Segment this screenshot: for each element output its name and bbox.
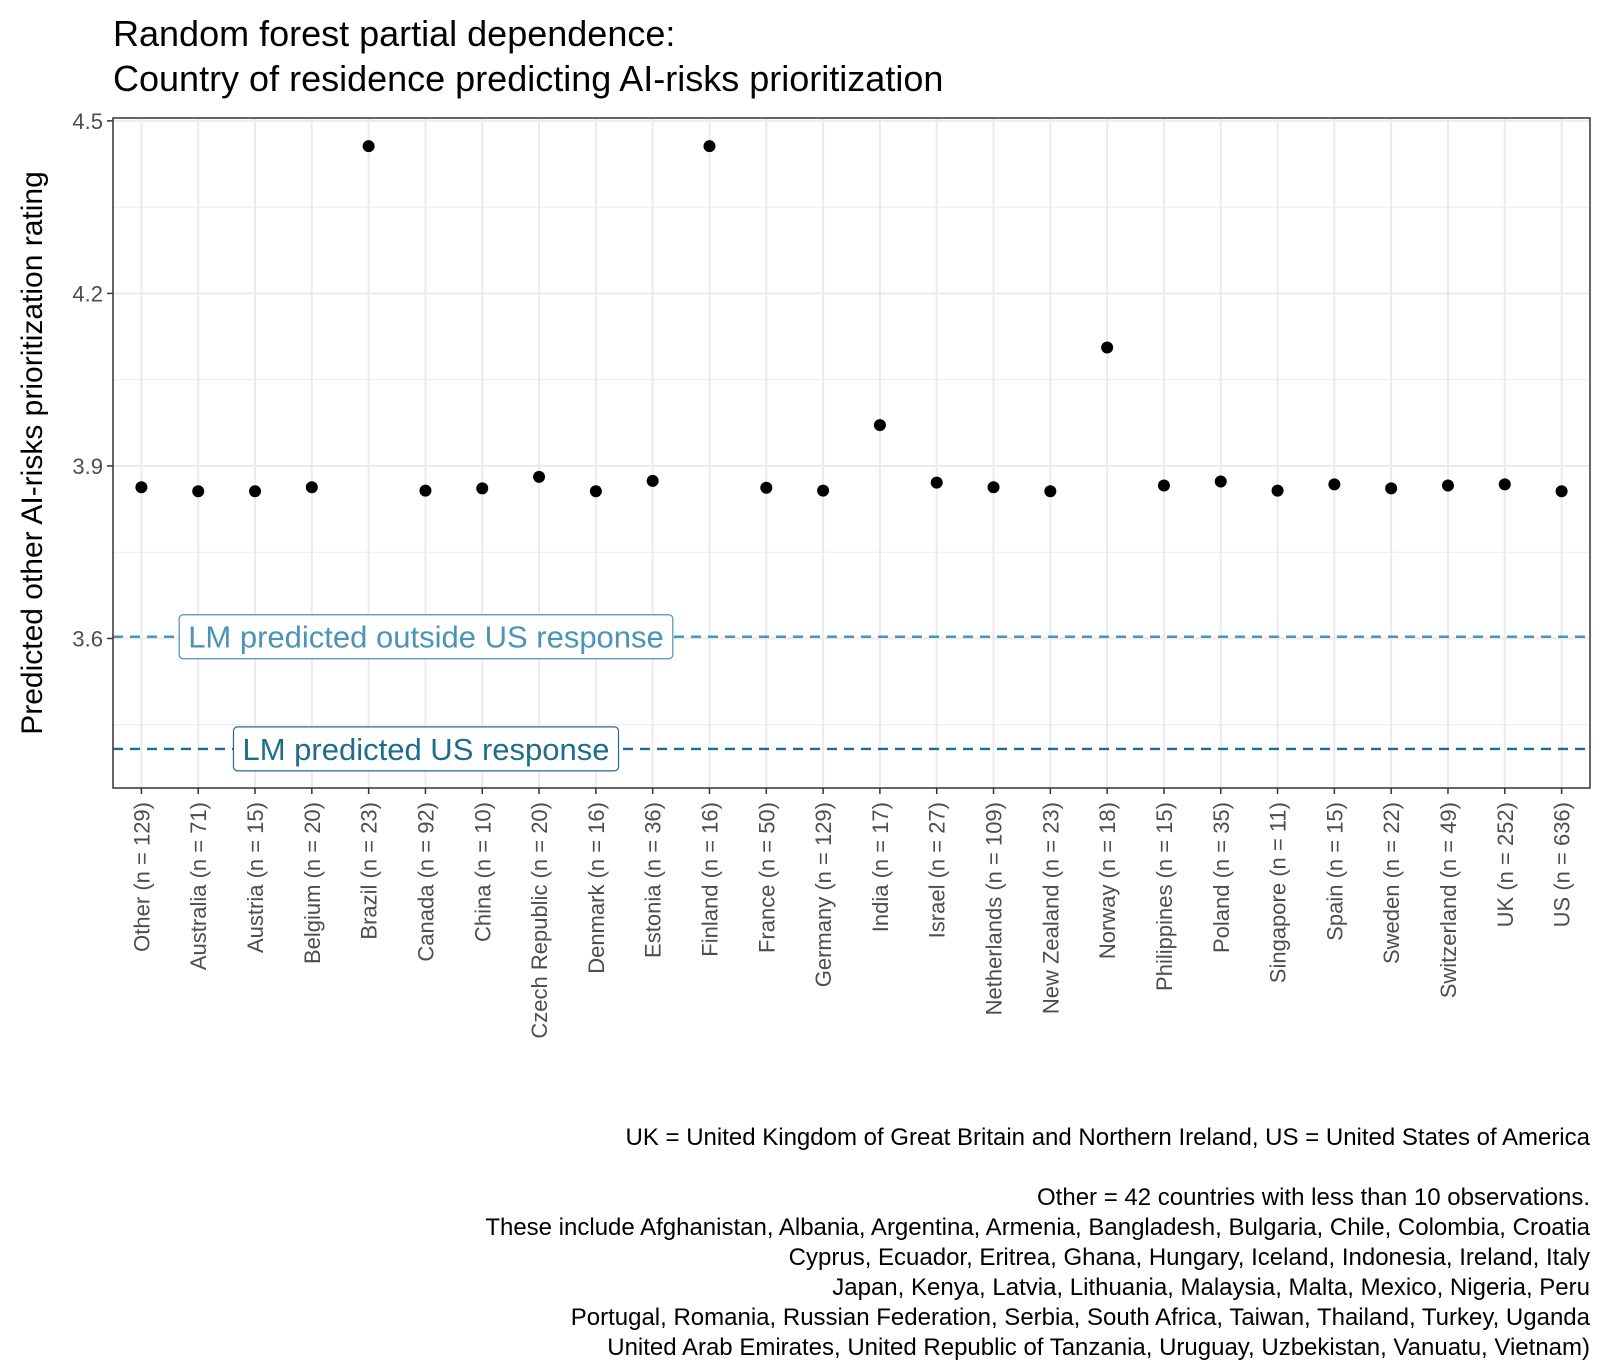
x-tick-label: UK (n = 252)	[1493, 802, 1518, 927]
data-point	[305, 481, 318, 494]
x-tick-label: Spain (n = 15)	[1322, 802, 1347, 941]
y-tick-label: 3.6	[72, 626, 103, 651]
x-tick-label: Norway (n = 18)	[1095, 802, 1120, 959]
x-tick-label: Denmark (n = 16)	[584, 802, 609, 974]
plot-border	[112, 117, 1591, 789]
data-point	[1044, 485, 1057, 498]
data-point	[1498, 478, 1511, 491]
data-point	[987, 481, 1000, 494]
caption-line-8: United Arab Emirates, United Republic of…	[607, 1334, 1590, 1361]
y-tick-label: 4.2	[72, 281, 103, 306]
x-tick-label: Australia (n = 71)	[186, 802, 211, 970]
reference-line-label-2: LM predicted US response	[242, 732, 609, 767]
data-point	[476, 482, 489, 495]
major-gridlines	[113, 118, 1590, 788]
y-axis-ticks: 3.6 3.9 4.2 4.5	[72, 109, 113, 651]
data-point	[249, 485, 262, 498]
x-tick-label: India (n = 17)	[868, 802, 893, 932]
x-tick-label: China (n = 10)	[470, 802, 495, 942]
y-tick-label: 4.5	[72, 109, 103, 134]
data-point	[589, 485, 602, 498]
data-point	[1328, 478, 1341, 491]
x-tick-label: Belgium (n = 20)	[300, 802, 325, 964]
caption-line-3: Other = 42 countries with less than 10 o…	[1037, 1184, 1590, 1211]
x-tick-label: Germany (n = 129)	[811, 802, 836, 987]
data-point	[192, 485, 205, 498]
x-tick-label: Sweden (n = 22)	[1379, 802, 1404, 964]
caption-line-5: Cyprus, Ecuador, Eritrea, Ghana, Hungary…	[789, 1244, 1590, 1271]
caption: UK = United Kingdom of Great Britain and…	[485, 1124, 1590, 1361]
minor-gridlines	[113, 206, 1590, 726]
panel-border-rect	[112, 117, 1591, 789]
caption-line-1: UK = United Kingdom of Great Britain and…	[626, 1124, 1591, 1151]
data-point	[930, 476, 943, 489]
x-tick-label: US (n = 636)	[1550, 802, 1575, 927]
y-tick-label: 3.9	[72, 454, 103, 479]
data-point	[1157, 479, 1170, 492]
x-tick-label: Other (n = 129)	[129, 802, 154, 952]
chart-title-line-1: Random forest partial dependence:	[113, 13, 675, 54]
x-tick-label: Singapore (n = 11)	[1266, 802, 1291, 983]
data-point	[419, 484, 432, 497]
x-tick-label: Netherlands (n = 109)	[982, 802, 1007, 1015]
x-tick-label: Philippines (n = 15)	[1152, 802, 1177, 991]
data-point	[703, 140, 716, 153]
data-point	[1101, 341, 1114, 354]
data-point	[1385, 482, 1398, 495]
x-tick-label: Brazil (n = 23)	[357, 802, 382, 940]
x-tick-label: Czech Republic (n = 20)	[527, 802, 552, 1039]
caption-line-7: Portugal, Romania, Russian Federation, S…	[571, 1304, 1591, 1331]
data-point	[760, 481, 773, 494]
data-point	[1555, 485, 1568, 498]
caption-line-6: Japan, Kenya, Latvia, Lithuania, Malaysi…	[832, 1274, 1590, 1301]
reference-line-label-1: LM predicted outside US response	[188, 620, 664, 655]
data-point	[135, 481, 148, 494]
reference-lines: LM predicted outside US response LM predi…	[113, 614, 1590, 772]
x-axis-ticks: Other (n = 129) Australia (n = 71) Austria…	[129, 788, 1575, 1039]
data-point	[533, 470, 546, 483]
data-point	[646, 474, 659, 487]
chart-title-line-2: Country of residence predicting AI-risks…	[113, 58, 943, 99]
x-tick-label: Finland (n = 16)	[697, 802, 722, 957]
y-axis-label: Predicted other AI-risks prioritization …	[16, 171, 49, 735]
data-point	[1214, 475, 1227, 488]
x-tick-label: Switzerland (n = 49)	[1436, 802, 1461, 998]
x-tick-label: New Zealand (n = 23)	[1038, 802, 1063, 1014]
caption-line-4: These include Afghanistan, Albania, Arge…	[485, 1214, 1590, 1241]
data-point	[873, 419, 886, 432]
reference-label-box-2	[232, 726, 620, 772]
data-points	[135, 140, 1568, 498]
x-tick-label: Poland (n = 35)	[1209, 802, 1234, 953]
data-point	[362, 140, 375, 153]
data-point	[1271, 484, 1284, 497]
data-point	[817, 484, 830, 497]
x-tick-label: Austria (n = 15)	[243, 802, 268, 953]
plot-panel	[113, 118, 1590, 788]
panel-background	[113, 118, 1590, 788]
x-tick-label: Israel (n = 27)	[925, 802, 950, 938]
x-tick-label: Canada (n = 92)	[413, 802, 438, 962]
x-tick-label: France (n = 50)	[754, 802, 779, 953]
x-tick-label: Estonia (n = 36)	[641, 802, 666, 958]
reference-label-box-1	[178, 614, 674, 660]
data-point	[1441, 479, 1454, 492]
